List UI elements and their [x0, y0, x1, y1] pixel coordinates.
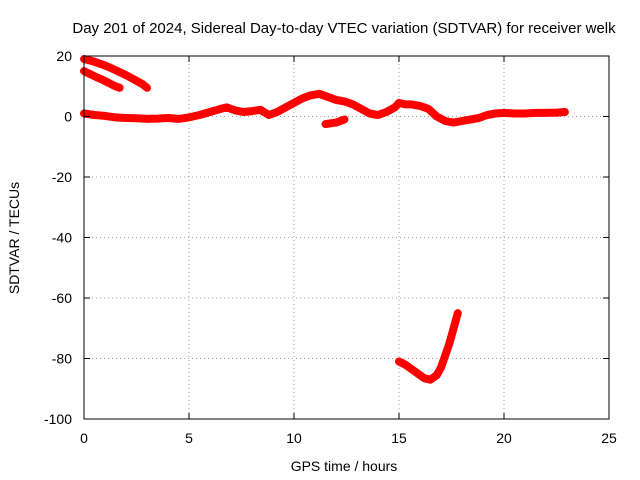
y-tick-label: -60 [52, 290, 72, 306]
chart-title: Day 201 of 2024, Sidereal Day-to-day VTE… [72, 20, 616, 37]
x-tick-label: 5 [185, 430, 193, 446]
y-tick-label: -80 [52, 351, 72, 367]
series-main-trace [80, 89, 569, 127]
y-tick-label: -40 [52, 230, 72, 246]
x-axis-label: GPS time / hours [291, 458, 398, 474]
data-series [80, 55, 569, 384]
tick-labels: 0 5 10 15 20 25 -100 -80 -60 -40 -20 0 20 [44, 48, 617, 446]
x-tick-label: 15 [391, 430, 407, 446]
series-upper-branch-a [80, 55, 151, 92]
x-tick-label: 25 [601, 430, 617, 446]
x-tick-label: 20 [496, 430, 512, 446]
series-lower-trace [395, 309, 462, 384]
y-tick-label: -20 [52, 169, 72, 185]
x-tick-label: 10 [286, 430, 302, 446]
series-short-segment [321, 115, 349, 129]
y-tick-label: 0 [64, 109, 72, 125]
y-tick-label: 20 [56, 48, 72, 64]
y-axis-label: SDTVAR / TECUs [6, 182, 22, 294]
series-upper-branch-b [80, 67, 124, 92]
axis-ticks [83, 55, 610, 420]
y-tick-label: -100 [44, 411, 72, 427]
x-tick-label: 0 [80, 430, 88, 446]
